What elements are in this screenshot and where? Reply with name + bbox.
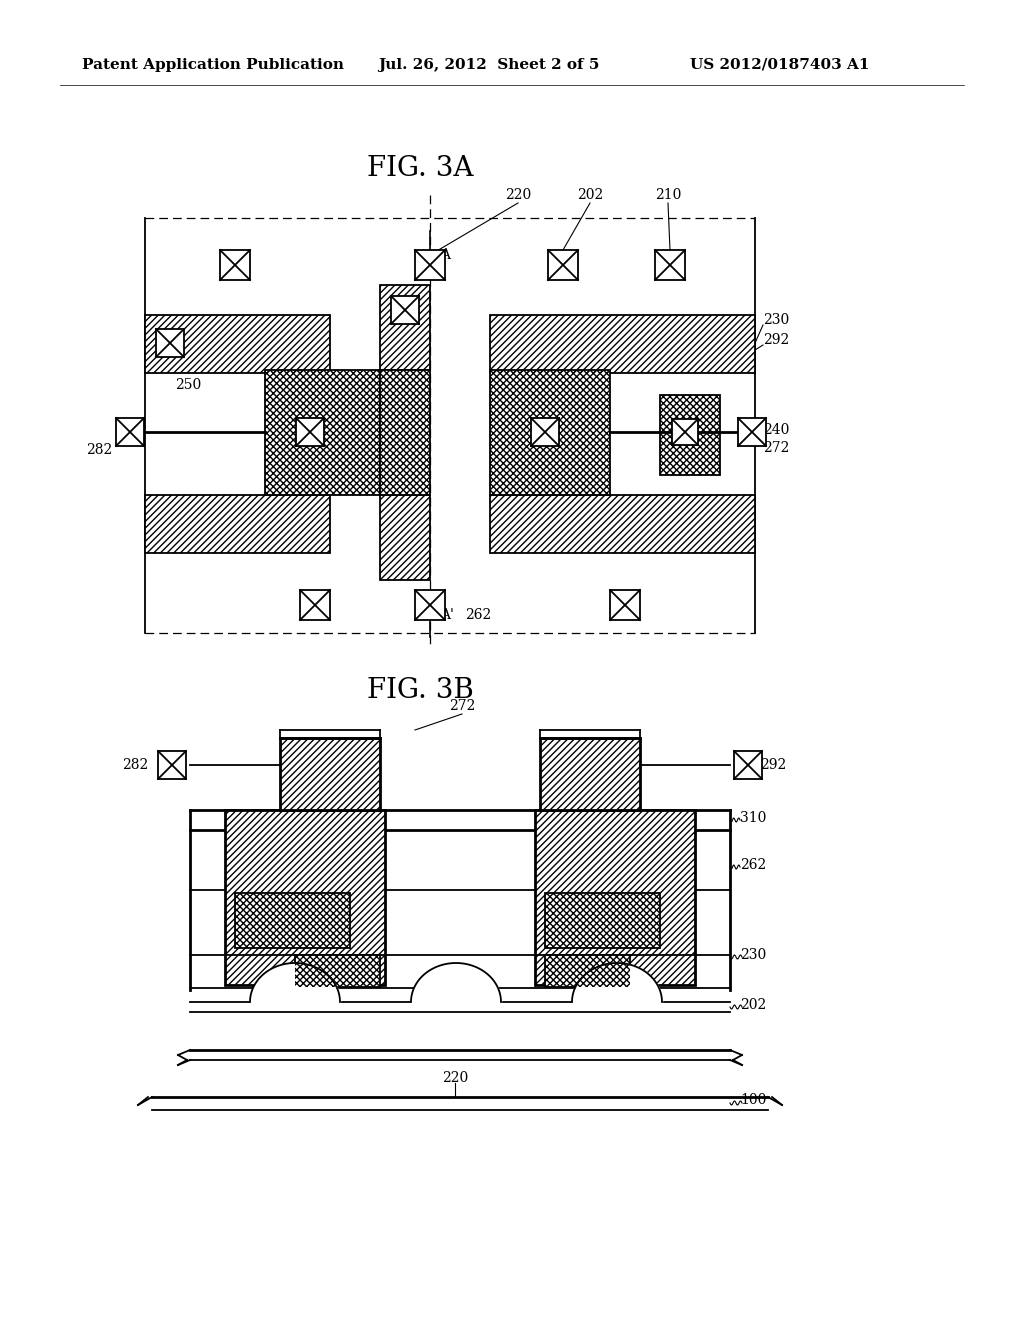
Text: US 2012/0187403 A1: US 2012/0187403 A1 (690, 58, 869, 73)
Bar (548, 249, 578, 280)
Bar (220, 249, 250, 280)
Bar (610, 590, 640, 620)
Bar (280, 738, 380, 810)
Bar (672, 418, 698, 445)
Bar (734, 751, 762, 779)
Bar (145, 315, 330, 374)
Bar (545, 954, 630, 987)
Text: Jul. 26, 2012  Sheet 2 of 5: Jul. 26, 2012 Sheet 2 of 5 (378, 58, 599, 73)
Bar (540, 738, 640, 810)
Text: 262: 262 (740, 858, 766, 873)
Text: 262: 262 (465, 609, 492, 622)
Text: 230: 230 (740, 948, 766, 962)
Bar (535, 810, 695, 985)
Bar (295, 954, 380, 987)
Text: 202: 202 (577, 187, 603, 202)
Text: 310: 310 (740, 810, 766, 825)
Bar (265, 370, 380, 495)
Bar (265, 370, 380, 495)
Text: 292: 292 (760, 758, 786, 772)
Bar (234, 894, 350, 948)
Bar (545, 894, 660, 948)
Text: 202: 202 (740, 998, 766, 1012)
Bar (116, 418, 144, 446)
Text: 210: 210 (654, 187, 681, 202)
Bar (145, 315, 330, 374)
Bar (660, 395, 720, 475)
Bar (380, 495, 430, 579)
Text: 240: 240 (763, 422, 790, 437)
Bar (280, 738, 380, 810)
Text: A: A (440, 248, 450, 261)
Bar (380, 370, 430, 495)
Bar (380, 285, 430, 370)
Bar (225, 810, 385, 985)
Bar (234, 894, 350, 948)
Text: 282: 282 (86, 444, 112, 457)
Text: 100: 100 (740, 1093, 766, 1107)
Bar (156, 329, 184, 356)
Bar (145, 495, 330, 553)
Bar (535, 810, 695, 985)
Bar (296, 418, 324, 446)
Bar (545, 894, 660, 948)
Bar (490, 370, 610, 495)
Text: 230: 230 (763, 313, 790, 327)
Bar (540, 738, 640, 810)
Bar (380, 370, 430, 495)
Bar (545, 954, 630, 987)
Bar (490, 315, 755, 374)
Bar (490, 370, 610, 495)
Bar (145, 495, 330, 553)
Bar (380, 495, 430, 579)
Text: 272: 272 (763, 441, 790, 455)
Text: 220: 220 (505, 187, 531, 202)
Text: 282: 282 (122, 758, 148, 772)
Bar (391, 296, 419, 323)
Bar (415, 590, 445, 620)
Bar (158, 751, 186, 779)
Text: Patent Application Publication: Patent Application Publication (82, 58, 344, 73)
Bar (225, 810, 385, 985)
Bar (655, 249, 685, 280)
Text: A': A' (440, 609, 454, 622)
Bar (300, 590, 330, 620)
Bar (490, 315, 755, 374)
Text: 220: 220 (442, 1071, 468, 1085)
Text: FIG. 3A: FIG. 3A (367, 154, 473, 181)
Text: 272: 272 (449, 700, 475, 713)
Text: 292: 292 (763, 333, 790, 347)
Bar (531, 418, 559, 446)
Bar (415, 249, 445, 280)
Bar (490, 495, 755, 553)
Bar (738, 418, 766, 446)
Bar (490, 495, 755, 553)
Text: 250: 250 (175, 378, 202, 392)
Bar (295, 954, 380, 987)
Text: FIG. 3B: FIG. 3B (367, 676, 473, 704)
Bar (380, 285, 430, 370)
Bar (660, 395, 720, 475)
